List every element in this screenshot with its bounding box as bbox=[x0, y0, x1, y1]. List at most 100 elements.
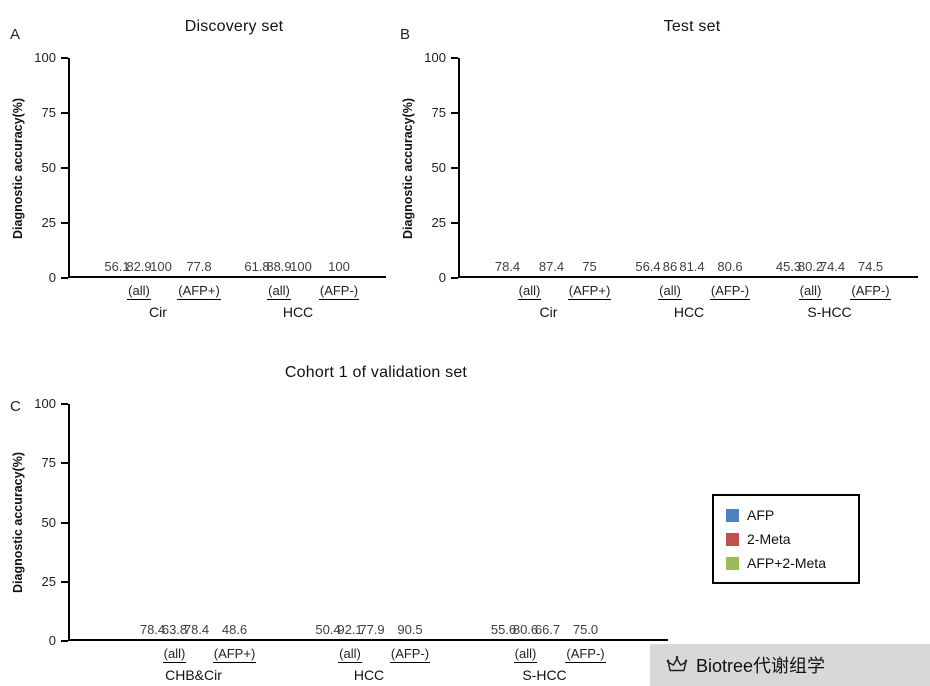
subgroup-label-text: (AFP-) bbox=[565, 646, 606, 663]
chart-panel-validation-set: C Cohort 1 of validation set Diagnostic … bbox=[8, 360, 684, 683]
y-tick-mark bbox=[61, 640, 68, 642]
bar-value-label: 61.8 bbox=[244, 259, 270, 274]
group-label: HCC bbox=[673, 304, 705, 320]
group-sublabels: (all) (AFP-) bbox=[778, 283, 891, 300]
chart-title-a: Discovery set bbox=[184, 18, 284, 35]
subgroup-label-text: (AFP-) bbox=[709, 283, 751, 300]
group-bars: 45.3 80.2 74.4 74.5 bbox=[776, 58, 884, 276]
y-tick-label: 50 bbox=[431, 160, 446, 175]
bar-value-label: 74.4 bbox=[819, 259, 846, 274]
y-axis-title: Diagnostic accuracy(%) bbox=[11, 451, 25, 594]
y-tick-label: 75 bbox=[431, 105, 446, 120]
subgroup-label-text: (all) bbox=[658, 283, 682, 300]
chart-panel-test-set: B Test set Diagnostic accuracy(%) 0 25 50 7… bbox=[398, 14, 926, 320]
bar-value-label: 100 bbox=[328, 259, 350, 274]
group-label: HCC bbox=[282, 304, 314, 320]
subgroup-label: (all) bbox=[497, 283, 563, 300]
bar-group-s-hcc: 55.6 80.6 66.7 75.0 (all) (AFP-) S-HCC bbox=[490, 404, 606, 683]
y-tick-mark bbox=[61, 167, 68, 169]
subgroup-label-text: (all) bbox=[267, 283, 291, 300]
y-tick-label: 75 bbox=[41, 455, 56, 471]
legend-label-afp: AFP bbox=[747, 507, 775, 523]
bar-group-cir: 78.4 87.4 75 (all) (AFP+) Cir bbox=[494, 58, 612, 320]
plot-area: 56.1 82.9 100 77.8 (all) (AFP+) Cir 61.8 88.9 100… bbox=[68, 58, 386, 320]
y-tick-label: 0 bbox=[48, 633, 56, 648]
group-bars: 78.4 87.4 75 bbox=[494, 58, 601, 276]
bar-value-label: 48.6 bbox=[221, 622, 248, 637]
y-tick-mark bbox=[61, 580, 68, 583]
panel-letter-c: C bbox=[10, 398, 21, 415]
y-axis: 0 25 50 75 100 bbox=[418, 50, 458, 285]
panel-letter-b: B bbox=[400, 26, 411, 43]
y-tick-mark bbox=[451, 222, 458, 224]
y-tick-label: 100 bbox=[34, 396, 56, 411]
y-axis: 0 25 50 75 100 bbox=[28, 396, 68, 648]
subgroup-label: (all) bbox=[246, 283, 312, 300]
y-axis: 0 25 50 75 100 bbox=[28, 50, 68, 285]
group-bars: 56.4 86 81.4 80.6 bbox=[635, 58, 743, 276]
bar-value-label: 80.6 bbox=[717, 259, 743, 274]
group-sublabels: (all) (AFP-) bbox=[637, 283, 751, 300]
chart-title-b: Test set bbox=[663, 18, 721, 35]
subgroup-label: (AFP-) bbox=[389, 646, 431, 663]
bar-value-label: 66.7 bbox=[534, 622, 561, 637]
bar-value-label: 90.5 bbox=[397, 622, 423, 637]
y-tick-label: 25 bbox=[41, 215, 56, 230]
bar-value-label: 74.5 bbox=[857, 259, 884, 274]
y-tick-mark bbox=[451, 277, 458, 279]
subgroup-label-text: (AFP+) bbox=[567, 283, 612, 300]
bar-group-chb-cir: 78.4 63.8 78.4 48.6 (all) (AFP+) CHB&Cir bbox=[140, 404, 257, 683]
legend-item-afp-2-meta: AFP+2-Meta bbox=[726, 555, 846, 571]
chart-body-a: Diagnostic accuracy(%) 0 25 50 75 100 56.1 82… bbox=[8, 50, 400, 320]
subgroup-label: (AFP-) bbox=[709, 283, 751, 300]
legend-label-2-meta: 2-Meta bbox=[747, 531, 791, 547]
subgroup-label: (all) bbox=[778, 283, 844, 300]
bar-value-label: 55.6 bbox=[490, 622, 517, 637]
group-label: CHB&Cir bbox=[165, 667, 222, 683]
subgroup-label-text: (all) bbox=[338, 646, 362, 663]
bar-value-label: 75.0 bbox=[572, 622, 599, 637]
bar-group-hcc: 50.4 92.1 77.9 90.5 (all) (AFP-) HCC bbox=[315, 404, 431, 683]
subgroup-label: (AFP-) bbox=[565, 646, 606, 663]
bar-value-label: 63.8 bbox=[161, 622, 188, 637]
watermark-banner: Biotree代谢组学 bbox=[650, 644, 930, 686]
subgroup-label: (AFP+) bbox=[212, 646, 257, 663]
y-tick-label: 50 bbox=[41, 160, 56, 175]
bar-value-label: 78.4 bbox=[494, 259, 521, 274]
subgroup-label-text: (AFP+) bbox=[212, 646, 257, 663]
bar-value-label: 75 bbox=[582, 259, 597, 274]
bar-value-label: 56.1 bbox=[104, 259, 130, 274]
bar-value-label: 86 bbox=[662, 259, 678, 274]
group-bars: 56.1 82.9 100 77.8 bbox=[104, 58, 211, 276]
subgroup-label-text: (all) bbox=[162, 646, 187, 663]
y-tick-label: 75 bbox=[41, 105, 56, 120]
bar-value-label: 78.4 bbox=[183, 622, 210, 637]
y-axis-title: Diagnostic accuracy(%) bbox=[11, 97, 25, 239]
y-tick-mark bbox=[451, 57, 458, 59]
bar-value-label: 82.9 bbox=[126, 259, 152, 274]
bar-value-label: 88.9 bbox=[266, 259, 292, 274]
plot-area: 78.4 63.8 78.4 48.6 (all) (AFP+) CHB&Cir 50.4 92… bbox=[68, 404, 668, 683]
y-tick-label: 25 bbox=[431, 215, 446, 230]
group-label: Cir bbox=[149, 304, 167, 320]
legend: AFP 2-Meta AFP+2-Meta bbox=[712, 494, 860, 584]
group-bars: 78.4 63.8 78.4 48.6 bbox=[140, 404, 248, 639]
plot-area: 78.4 87.4 75 (all) (AFP+) Cir 56.4 86 81.4 80.6 (a… bbox=[458, 58, 918, 320]
group-label: S-HCC bbox=[807, 304, 852, 320]
subgroup-label: (AFP-) bbox=[850, 283, 891, 300]
y-tick-mark bbox=[61, 403, 68, 405]
group-sublabels: (all) (AFP+) bbox=[106, 283, 221, 300]
subgroup-label: (all) bbox=[106, 283, 172, 300]
subgroup-label: (all) bbox=[142, 646, 208, 663]
subgroup-label-text: (AFP-) bbox=[389, 646, 431, 663]
group-label: Cir bbox=[539, 304, 558, 320]
bar-value-label: 50.4 bbox=[315, 622, 341, 637]
y-tick-label: 0 bbox=[48, 270, 56, 285]
y-tick-mark bbox=[61, 57, 68, 59]
group-label: HCC bbox=[353, 667, 385, 683]
legend-item-afp: AFP bbox=[726, 507, 846, 523]
subgroup-label: (all) bbox=[493, 646, 559, 663]
group-sublabels: (all) (AFP-) bbox=[317, 646, 431, 663]
subgroup-label-text: (all) bbox=[798, 283, 823, 300]
subgroup-label-text: (AFP+) bbox=[177, 283, 221, 300]
